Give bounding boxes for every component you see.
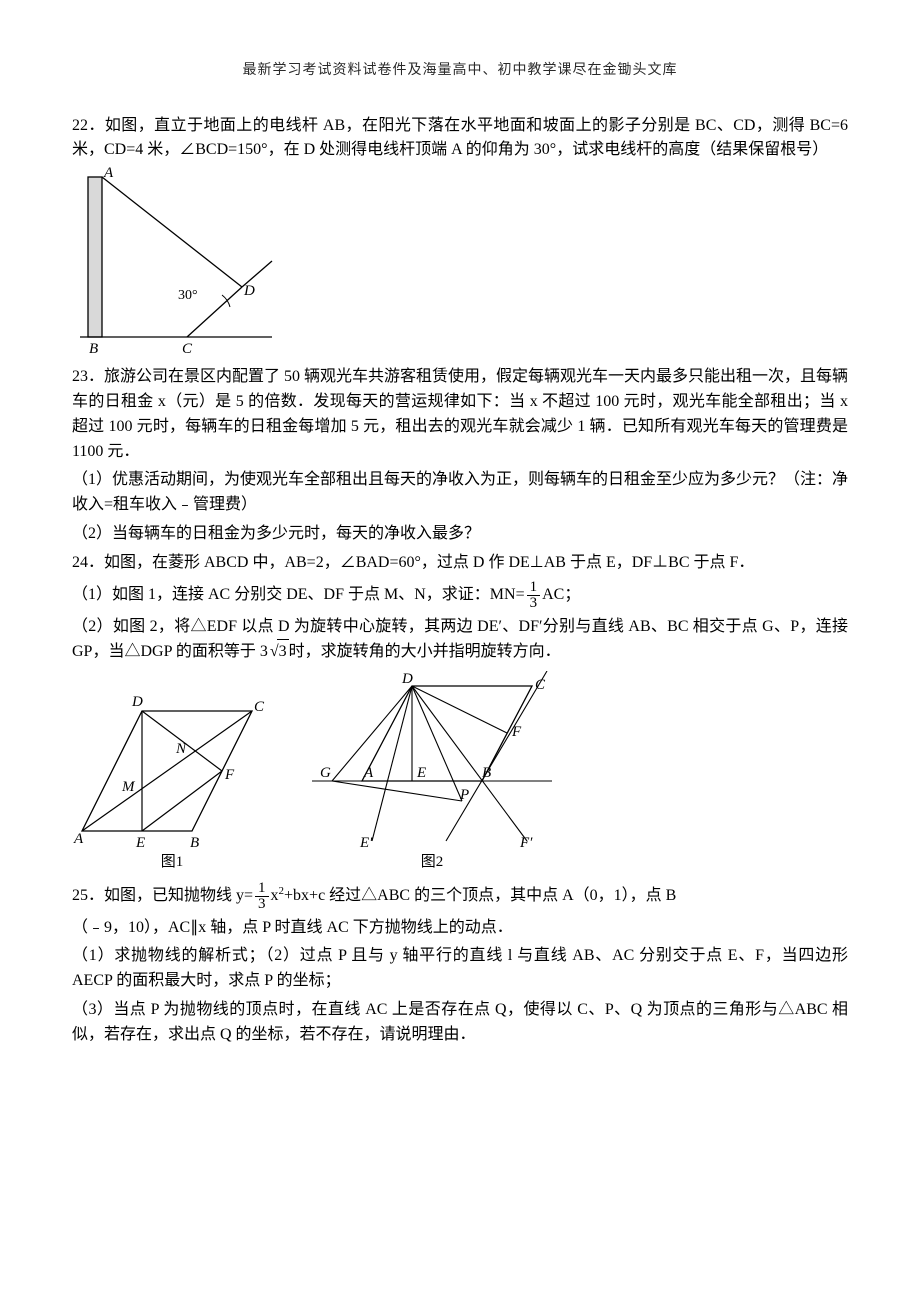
- f2-A: A: [363, 765, 374, 781]
- q24-p1: （1）如图 1，连接 AC 分别交 DE、DF 于点 M、N，求证：MN=13A…: [72, 580, 848, 611]
- f1-C: C: [254, 699, 265, 715]
- q22-figure: A B C D 30°: [72, 167, 848, 357]
- q24-fig1-svg: D C A B E F M N: [72, 691, 272, 851]
- q23-p2: （2）当每辆车的日租金为多少元时，每天的净收入最多？: [72, 522, 848, 547]
- bc-ext: [446, 671, 547, 841]
- label-a: A: [103, 167, 114, 181]
- q23-intro: 23．旅游公司在景区内配置了 50 辆观光车共游客租赁使用，假定每辆观光车一天内…: [72, 365, 848, 464]
- label-d: D: [243, 283, 255, 299]
- q24-p2: （2）如图 2，将△EDF 以点 D 为旋转中心旋转，其两边 DE′、DF′分别…: [72, 615, 848, 666]
- q24-fig2-svg: D C A B E F G P E′ F′: [302, 671, 562, 851]
- frac-den: 3: [527, 596, 541, 611]
- f2-E: E: [416, 765, 426, 781]
- f2-P: P: [459, 787, 469, 803]
- q24-fig2-col: D C A B E F G P E′ F′ 图2: [302, 671, 562, 874]
- f1-M: M: [121, 779, 136, 795]
- f1-N: N: [175, 741, 187, 757]
- f1-F: F: [224, 767, 235, 783]
- q24-figures: D C A B E F M N 图1: [72, 671, 848, 874]
- f2-D: D: [401, 671, 413, 687]
- f1-A: A: [73, 831, 84, 847]
- q24-fig1-caption: 图1: [72, 851, 272, 874]
- f1-E: E: [135, 835, 145, 851]
- q25-frac-den: 3: [255, 897, 269, 912]
- f2-F: F: [511, 724, 522, 740]
- q24-fig2-caption: 图2: [302, 851, 562, 874]
- f2-Fp: F′: [519, 835, 533, 851]
- sqrt-rad: 3: [277, 639, 289, 665]
- q25-p1: （1）求抛物线的解析式；（2）过点 P 且与 y 轴平行的直线 l 与直线 AB…: [72, 944, 848, 994]
- q24-frac1: 13: [527, 580, 541, 611]
- q25-l1-x: x: [271, 887, 279, 904]
- q22-text: 22．如图，直立于地面上的电线杆 AB，在阳光下落在水平地面和坡面上的影子分别是…: [72, 114, 848, 164]
- q24-fig1-col: D C A B E F M N 图1: [72, 691, 272, 874]
- q25-l1-pre: 25．如图，已知抛物线 y=: [72, 887, 253, 904]
- q24-p2-post: 时，求旋转角的大小并指明旋转方向．: [289, 643, 561, 660]
- f1-B: B: [190, 835, 199, 851]
- f2-Ep: E′: [359, 835, 373, 851]
- pole-shape: [88, 177, 102, 337]
- label-b: B: [89, 341, 98, 357]
- page: 最新学习考试资料试卷件及海量高中、初中教学课尽在金锄头文库 22．如图，直立于地…: [0, 0, 920, 1111]
- q25-frac-num: 1: [255, 881, 269, 897]
- f2-C: C: [535, 677, 546, 693]
- q22-svg: A B C D 30°: [72, 167, 282, 357]
- f2-G: G: [320, 765, 331, 781]
- q24-p1-post: AC；: [542, 586, 580, 603]
- q25-frac: 13: [255, 881, 269, 912]
- q25-l1-tail: +bx+c 经过△ABC 的三个顶点，其中点 A（0，1），点 B: [284, 887, 676, 904]
- label-angle: 30°: [178, 288, 198, 303]
- q25-p2: （3）当点 P 为抛物线的顶点时，在直线 AC 上是否存在点 Q，使得以 C、P…: [72, 998, 848, 1048]
- frac-num: 1: [527, 580, 541, 596]
- page-header: 最新学习考试资料试卷件及海量高中、初中教学课尽在金锄头文库: [72, 60, 848, 82]
- q24-p1-pre: （1）如图 1，连接 AC 分别交 DE、DF 于点 M、N，求证：MN=: [72, 586, 525, 603]
- line-a-d: [102, 177, 242, 287]
- gp-line: [332, 781, 462, 801]
- df2: [412, 686, 507, 733]
- df-prime: [412, 686, 527, 841]
- q23-p1: （1）优惠活动期间，为使观光车全部租出且每天的净收入为正，则每辆车的日租金至少应…: [72, 468, 848, 518]
- label-c: C: [182, 341, 193, 357]
- q24-intro: 24．如图，在菱形 ABCD 中，AB=2，∠BAD=60°，过点 D 作 DE…: [72, 551, 848, 576]
- f1-D: D: [131, 694, 143, 710]
- f2-B: B: [482, 765, 491, 781]
- q25-line2: （﹣9，10），AC∥x 轴，点 P 时直线 AC 下方抛物线上的动点．: [72, 916, 848, 941]
- q25-line1: 25．如图，已知抛物线 y=13x2+bx+c 经过△ABC 的三个顶点，其中点…: [72, 881, 848, 912]
- q24-sqrt: 3: [268, 639, 289, 665]
